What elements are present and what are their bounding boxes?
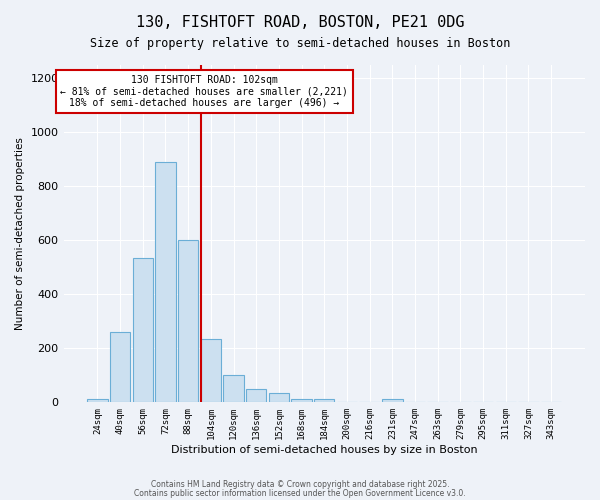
Bar bbox=[178, 240, 199, 402]
Text: Size of property relative to semi-detached houses in Boston: Size of property relative to semi-detach… bbox=[90, 38, 510, 51]
Bar bbox=[223, 376, 244, 402]
Bar bbox=[246, 389, 266, 402]
Bar bbox=[200, 339, 221, 402]
Text: Contains public sector information licensed under the Open Government Licence v3: Contains public sector information licen… bbox=[134, 488, 466, 498]
X-axis label: Distribution of semi-detached houses by size in Boston: Distribution of semi-detached houses by … bbox=[171, 445, 478, 455]
Bar bbox=[314, 399, 334, 402]
Bar bbox=[110, 332, 130, 402]
Bar bbox=[382, 399, 403, 402]
Y-axis label: Number of semi-detached properties: Number of semi-detached properties bbox=[15, 137, 25, 330]
Text: 130, FISHTOFT ROAD, BOSTON, PE21 0DG: 130, FISHTOFT ROAD, BOSTON, PE21 0DG bbox=[136, 15, 464, 30]
Bar bbox=[133, 258, 153, 402]
Bar bbox=[292, 399, 312, 402]
Bar bbox=[269, 393, 289, 402]
Text: 130 FISHTOFT ROAD: 102sqm
← 81% of semi-detached houses are smaller (2,221)
18% : 130 FISHTOFT ROAD: 102sqm ← 81% of semi-… bbox=[61, 75, 348, 108]
Bar bbox=[87, 399, 107, 402]
Bar bbox=[155, 162, 176, 402]
Text: Contains HM Land Registry data © Crown copyright and database right 2025.: Contains HM Land Registry data © Crown c… bbox=[151, 480, 449, 489]
